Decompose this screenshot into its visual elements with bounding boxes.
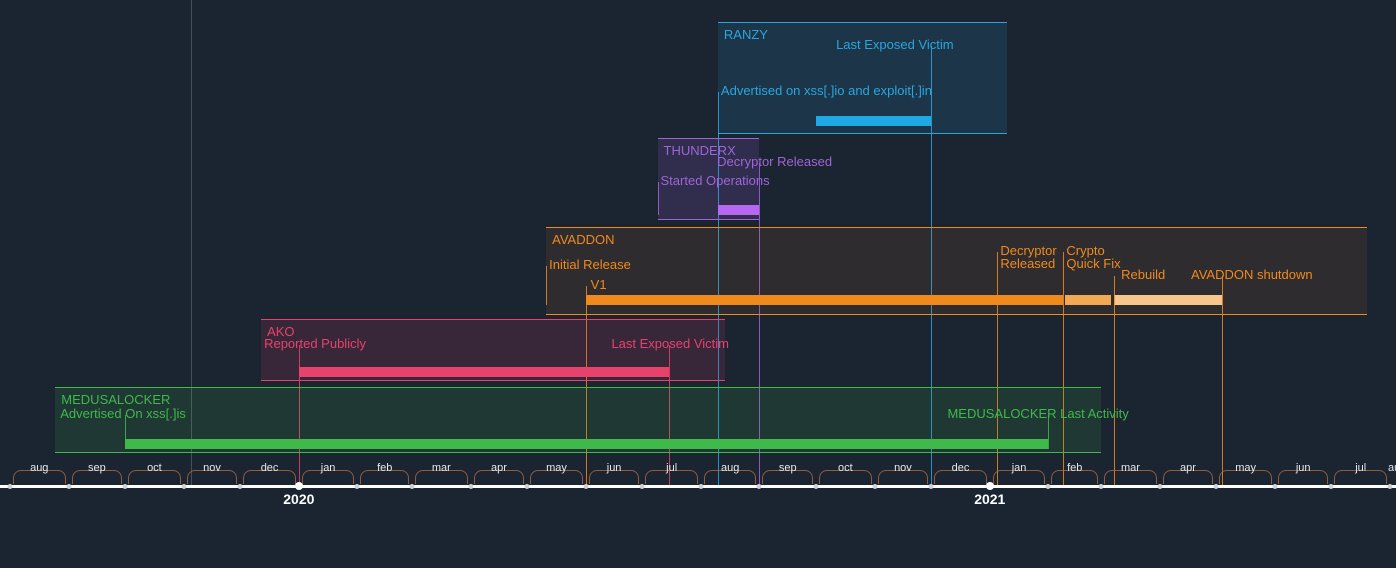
month-label: sep <box>779 462 797 474</box>
event-label: Rebuild <box>1121 268 1165 281</box>
bar <box>1114 295 1222 305</box>
event-label: DecryptorReleased <box>1000 244 1056 270</box>
event-label: V1 <box>591 278 607 291</box>
event-label: Last Exposed Victim <box>611 337 729 350</box>
month-label: feb <box>377 462 392 474</box>
event-label: Advertised on xss[.]io and exploit[.]in <box>721 84 932 97</box>
month-label: oct <box>838 462 853 474</box>
month-label: aug <box>721 462 739 474</box>
event-label: AVADDON shutdown <box>1191 268 1313 281</box>
event-label: CryptoQuick Fix <box>1066 244 1120 270</box>
month-tick <box>583 484 588 489</box>
month-label: apr <box>491 462 507 474</box>
month-tick <box>757 484 762 489</box>
month-label: nov <box>203 462 221 474</box>
month-label: aug <box>30 462 48 474</box>
month-tick <box>1046 484 1051 489</box>
month-tick <box>1329 484 1334 489</box>
month-tick <box>525 484 530 489</box>
event-label: Initial Release <box>549 258 631 271</box>
event-label: Decryptor Released <box>717 155 832 168</box>
event-line <box>658 182 659 215</box>
bar <box>125 439 1048 449</box>
month-label: oct <box>147 462 162 474</box>
event-label: Started Operations <box>661 174 770 187</box>
bar <box>816 116 931 126</box>
group-title: AVADDON <box>552 232 614 247</box>
month-label: may <box>546 462 567 474</box>
month-tick <box>66 484 71 489</box>
month-tick <box>8 484 13 489</box>
year-tick <box>295 482 303 490</box>
group-title: RANZY <box>724 27 768 42</box>
month-tick <box>238 484 243 489</box>
event-label: Advertised On xss[.]is <box>60 407 186 420</box>
bar <box>1065 295 1110 305</box>
month-label: mar <box>432 462 451 474</box>
event-line <box>1222 276 1223 485</box>
month-label: sep <box>88 462 106 474</box>
month-tick <box>1214 484 1219 489</box>
month-tick <box>181 484 186 489</box>
month-tick <box>410 484 415 489</box>
month-label: au <box>1388 462 1396 474</box>
event-line <box>586 286 587 485</box>
month-tick <box>872 484 877 489</box>
group-title: MEDUSALOCKER <box>61 392 170 407</box>
event-line <box>1114 276 1115 485</box>
month-label: apr <box>1180 462 1196 474</box>
month-tick <box>929 484 934 489</box>
month-label: jan <box>1012 462 1027 474</box>
month-label: jun <box>1296 462 1311 474</box>
year-label: 2020 <box>283 491 314 507</box>
month-tick <box>123 484 128 489</box>
month-label: jan <box>321 462 336 474</box>
month-label: nov <box>894 462 912 474</box>
event-label: Reported Publicly <box>264 337 366 350</box>
year-label: 2021 <box>974 491 1005 507</box>
month-tick <box>814 484 819 489</box>
event-label: Last Exposed Victim <box>836 38 954 51</box>
month-tick <box>1157 484 1162 489</box>
month-tick <box>355 484 360 489</box>
month-label: mar <box>1121 462 1140 474</box>
bar <box>586 295 1064 305</box>
event-line <box>546 266 547 305</box>
year-tick <box>986 482 994 490</box>
month-label: jul <box>1355 462 1366 474</box>
bar <box>299 367 669 377</box>
month-tick <box>1272 484 1277 489</box>
month-tick <box>1099 484 1104 489</box>
month-label: jun <box>607 462 622 474</box>
month-label: feb <box>1067 462 1082 474</box>
month-label: dec <box>261 462 279 474</box>
month-tick <box>468 484 473 489</box>
month-tick <box>1388 484 1393 489</box>
month-label: jul <box>666 462 677 474</box>
month-label: dec <box>952 462 970 474</box>
month-tick <box>640 484 645 489</box>
timeline-chart: RANZY Advertised on xss[.]io and exploit[… <box>0 0 1396 568</box>
bar <box>718 205 760 215</box>
month-label: may <box>1235 462 1256 474</box>
month-tick <box>698 484 703 489</box>
event-label: MEDUSALOCKER Last Activity <box>947 407 1128 420</box>
